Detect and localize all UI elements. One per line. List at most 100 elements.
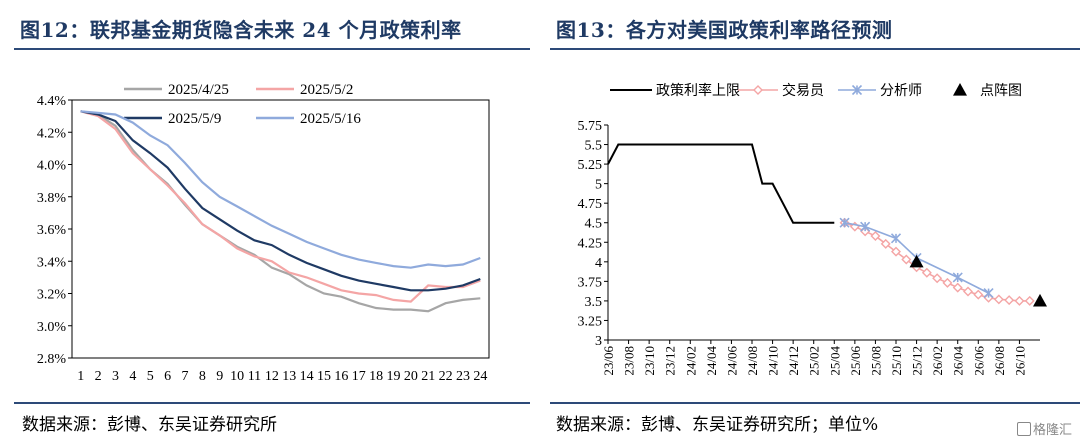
legend-label: 2025/4/25 [168,82,229,98]
x-tick-label: 22 [439,369,453,384]
y-tick-label: 3.75 [578,275,603,290]
legend-label: 分析师 [880,83,922,99]
right-line-chart: 3 3.25 3.5 3.75 4 4.25 4.5 4.75 5 5.25 5.5 5.75 23/0… [578,82,1047,376]
y-tick-label: 2.8% [37,352,67,367]
point-marker [953,83,967,96]
x-tick-label: 26/06 [971,346,986,376]
point-marker [1024,295,1035,306]
series-line-4 [80,110,481,269]
x-tick-label: 9 [216,369,223,384]
x-tick-label: 16 [334,369,348,384]
series-line-3 [80,110,481,292]
x-tick-label: 25/06 [848,346,863,376]
x-tick-label: 11 [248,369,261,384]
x-tick-label: 24/10 [766,346,781,376]
left-chart-panel: 图12：联邦基金期货隐含未来 24 个月政策利率 2.8% 3.0% 3.2% 3.4… [0,0,530,445]
x-tick-label: 5 [147,369,154,384]
series-line-1 [80,110,481,313]
x-tick-label: 25/10 [889,346,904,376]
watermark-icon [1016,422,1031,436]
point-marker [1014,295,1025,306]
point-marker [983,288,994,299]
left-line-chart: 2.8% 3.0% 3.2% 3.4% 3.6% 3.8% 4.0% 4.2% 4.4% 1 2 3 4… [37,82,490,384]
x-tick-label: 21 [421,369,435,384]
left-chart-source: 数据来源：彭博、东吴证券研究所 [22,415,277,435]
point-marker [851,84,863,96]
y-tick-label: 3.5 [585,295,603,310]
x-tick-label: 25/02 [807,346,822,376]
x-tick-label: 4 [129,369,136,384]
x-tick-label: 2 [95,369,102,384]
x-tick-label: 18 [369,369,383,384]
x-tick-label: 23 [456,369,470,384]
x-tick-label: 25/04 [827,346,842,376]
y-tick-label: 3.4% [37,255,67,270]
x-tick-label: 7 [181,369,188,384]
point-marker [839,217,850,228]
x-tick-label: 26/08 [992,346,1007,376]
x-tick-label: 14 [300,369,314,384]
point-marker [952,282,963,293]
x-tick-label: 8 [199,369,206,384]
left-chart-title: 图12：联邦基金期货隐含未来 24 个月政策利率 [20,18,462,42]
x-tick-label: 13 [282,369,296,384]
point-marker [921,267,932,278]
x-tick-label: 23/06 [601,346,616,376]
y-tick-label: 4.75 [578,197,603,212]
point-marker [891,246,901,257]
y-tick-label: 5.5 [585,139,603,154]
point-marker [909,254,924,268]
point-marker [901,254,912,265]
series-line-3 [844,221,989,294]
x-tick-label: 3 [112,369,119,384]
left-source-rule [14,402,530,404]
x-tick-label: 23/12 [663,346,678,376]
x-tick-label: 24/12 [786,346,801,376]
point-marker [880,238,891,249]
y-tick-label: 4.5 [585,217,603,232]
y-tick-label: 4 [595,256,602,271]
point-marker [860,221,871,232]
point-marker [993,294,1004,305]
x-tick-label: 19 [386,369,400,384]
watermark-text: 格隆汇 [1032,423,1072,438]
legend-label: 交易员 [782,82,824,99]
y-tick-label: 3.0% [37,320,67,335]
point-marker [1004,295,1015,306]
y-tick-label: 4.25 [578,236,603,251]
y-tick-label: 3.2% [37,288,67,303]
y-tick-label: 4.4% [37,94,67,109]
series-line-2 [80,110,481,303]
legend-label: 2025/5/16 [300,111,361,127]
x-tick-label: 6 [164,369,171,384]
x-tick-label: 17 [352,369,366,384]
x-tick-label: 15 [317,369,331,384]
x-tick-label: 26/02 [930,346,945,376]
x-tick-label: 12 [265,369,279,384]
x-tick-label: 24/08 [745,346,760,376]
y-tick-label: 3.8% [37,191,67,206]
y-tick-label: 5.25 [578,158,603,173]
legend-label: 点阵图 [980,83,1022,99]
y-tick-label: 4.0% [37,159,67,174]
point-marker [753,85,763,95]
right-chart-panel: 图13：各方对美国政策利率路径预测 3 3.25 3.5 3.75 4 4.25 4.5 4.… [542,0,1080,445]
right-source-rule [550,402,1080,404]
x-tick-label: 20 [404,369,418,384]
point-marker [932,273,943,284]
right-chart-source: 数据来源：彭博、东吴证券研究所；单位% [556,415,879,435]
y-tick-label: 3 [595,334,602,349]
y-tick-label: 5 [595,178,602,193]
y-tick-label: 3.6% [37,223,67,238]
x-tick-label: 25/12 [910,346,925,376]
y-tick-label: 4.2% [37,126,67,141]
x-tick-label: 24/04 [704,346,719,376]
series-line-1 [607,143,835,224]
legend-label: 政策利率上限 [656,82,740,99]
x-tick-label: 24/06 [724,346,739,376]
legend-label: 2025/5/9 [168,111,221,127]
right-title-rule [550,48,1080,50]
x-tick-label: 26/10 [1012,346,1027,376]
x-tick-label: 10 [230,369,244,384]
point-marker [1033,293,1047,307]
